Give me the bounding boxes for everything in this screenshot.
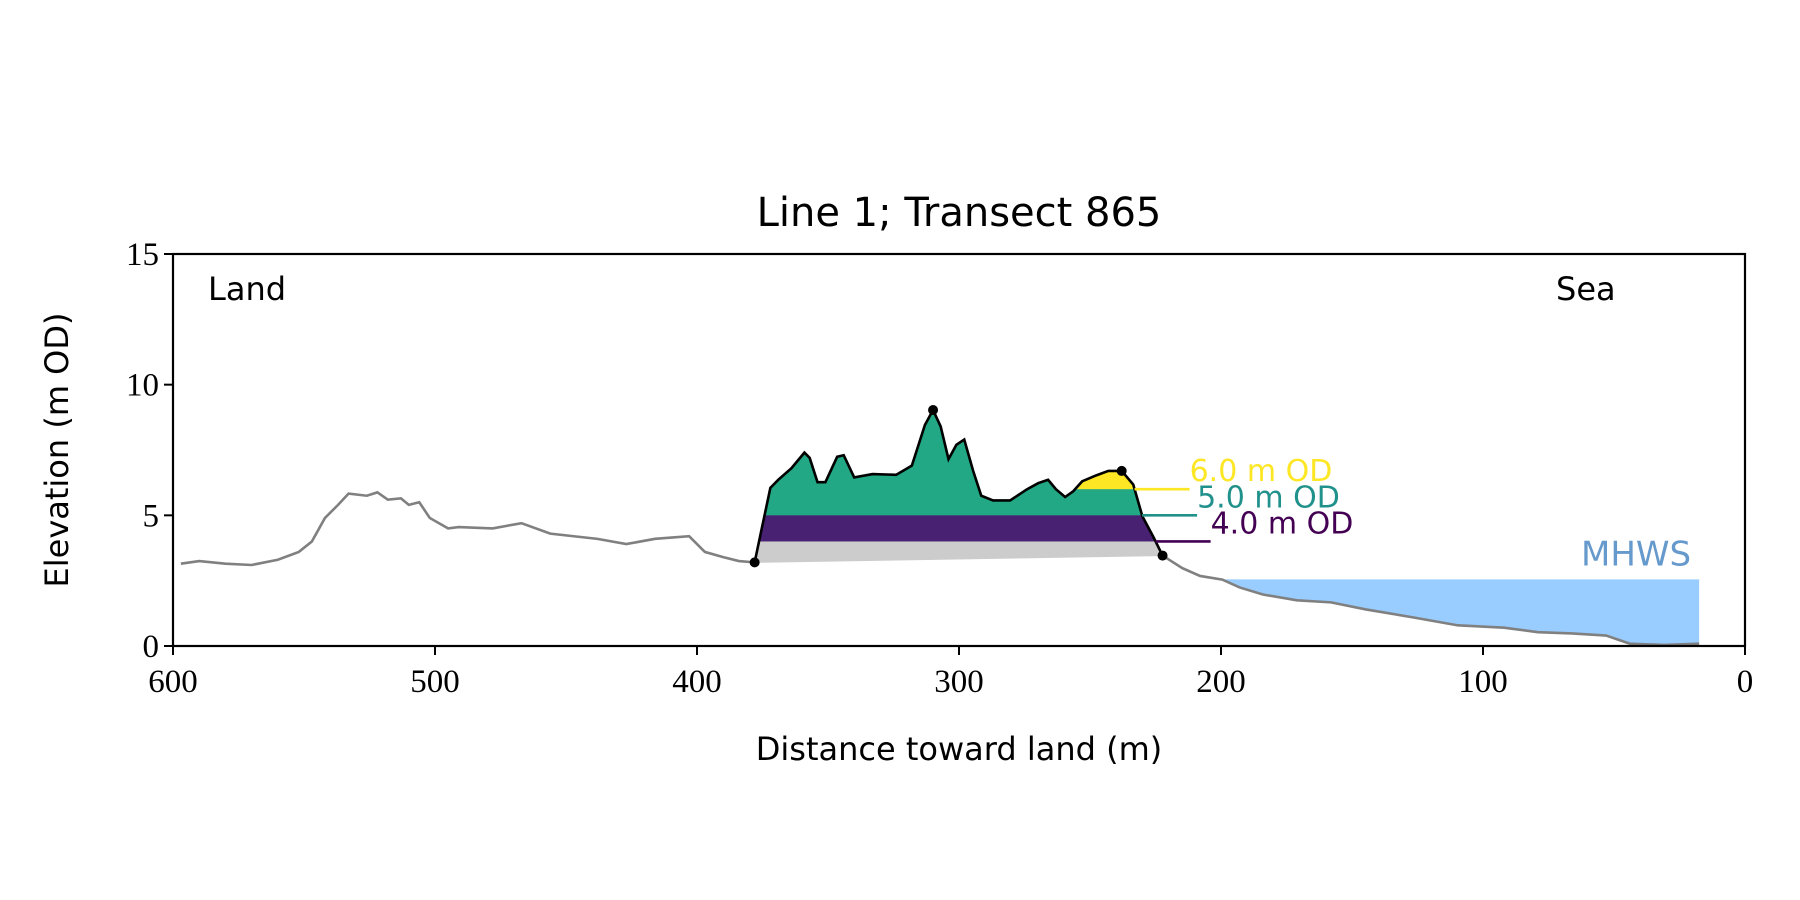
- land-annotation: Land: [208, 270, 286, 308]
- dune-line: [753, 407, 1164, 563]
- level-band: [1075, 410, 1135, 490]
- chart-title: Line 1; Transect 865: [757, 190, 1162, 236]
- x-tick-label: 600: [148, 664, 198, 700]
- level-label: 5.0 m OD: [1197, 480, 1340, 515]
- mhws-label: MHWS: [1581, 534, 1691, 574]
- y-tick-label: 10: [126, 368, 159, 404]
- level-label: 6.0 m OD: [1190, 454, 1333, 489]
- level-band: [754, 410, 1163, 516]
- base-line: [754, 555, 1163, 563]
- y-axis-label: Elevation (m OD): [38, 313, 76, 588]
- level-label: 4.0 m OD: [1211, 506, 1354, 541]
- dune-marker: [1116, 465, 1127, 476]
- x-tick-label: 100: [1458, 664, 1508, 700]
- profile-line: [1161, 554, 1700, 647]
- x-axis-label: Distance toward land (m): [756, 730, 1162, 768]
- dune-marker: [928, 405, 939, 416]
- x-tick-label: 200: [1196, 664, 1246, 700]
- profile-line: [180, 490, 755, 567]
- dune-marker: [749, 557, 760, 568]
- y-tick-label: 5: [143, 498, 160, 534]
- x-tick-label: 300: [934, 664, 984, 700]
- dune-marker: [1157, 550, 1168, 561]
- y-tick-label: 0: [143, 629, 160, 665]
- x-tick-label: 400: [672, 664, 722, 700]
- mhws-fill: [1220, 579, 1700, 645]
- sea-annotation: Sea: [1556, 270, 1616, 308]
- y-tick-label: 15: [126, 237, 159, 273]
- x-tick-label: 0: [1737, 664, 1754, 700]
- x-tick-label: 500: [410, 664, 460, 700]
